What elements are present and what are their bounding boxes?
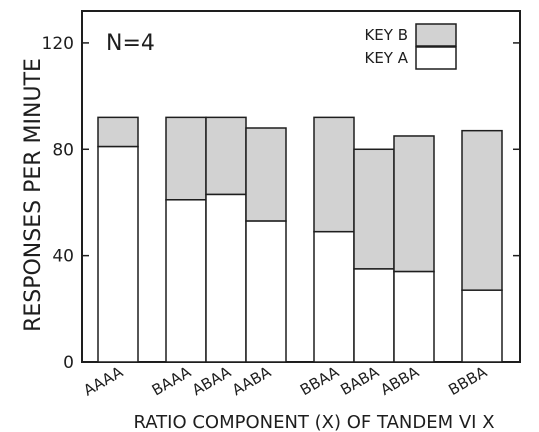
x-tick-label: AABA: [229, 363, 275, 400]
bar-key-a-abba: [393, 270, 435, 363]
x-tick-label: BABA: [337, 363, 382, 400]
bar-key-b-baaa: [165, 116, 207, 201]
x-tick-label: BAAA: [149, 363, 195, 400]
legend: KEY B KEY A: [364, 23, 457, 70]
legend-swatch-key-a: [415, 46, 457, 70]
bar-key-b-baba: [353, 148, 395, 270]
bar-key-a-baba: [353, 268, 395, 363]
x-tick-label: BBBA: [445, 363, 490, 400]
axes: 0 40 80 120: [42, 10, 521, 373]
plot-frame: [81, 10, 521, 363]
y-tick-label: 0: [63, 353, 74, 373]
bar-key-b-aaba: [245, 127, 287, 222]
bar-key-b-bbba: [461, 129, 503, 291]
y-tick-label: 120: [42, 34, 74, 54]
legend-swatch-key-b: [415, 23, 457, 47]
legend-label-key-a: KEY A: [364, 49, 408, 67]
bar-key-a-aaaa: [97, 145, 139, 363]
bar-key-a-bbba: [461, 289, 503, 363]
bar-key-a-aaba: [245, 220, 287, 363]
sample-size-annotation: N=4: [106, 31, 155, 56]
bar-key-a-baaa: [165, 199, 207, 363]
legend-label-key-b: KEY B: [364, 26, 408, 44]
bar-key-a-abaa: [205, 193, 247, 363]
bar-key-b-bbaa: [313, 116, 355, 233]
bars: [97, 116, 503, 363]
bar-key-b-aaaa: [97, 116, 139, 148]
x-tick-label: AAAA: [80, 363, 126, 400]
x-tick-label: BBAA: [297, 363, 343, 400]
y-axis-label: RESPONSES PER MINUTE: [21, 58, 46, 332]
y-tick-label: 80: [52, 140, 74, 160]
bar-key-a-bbaa: [313, 230, 355, 363]
x-axis-label: RATIO COMPONENT (X) OF TANDEM VI X: [133, 412, 494, 432]
y-tick-label: 40: [52, 247, 74, 267]
bar-key-b-abaa: [205, 116, 247, 196]
x-tick-label: ABBA: [377, 363, 422, 400]
x-tick-label: ABAA: [189, 363, 235, 400]
bar-key-b-abba: [393, 135, 435, 273]
